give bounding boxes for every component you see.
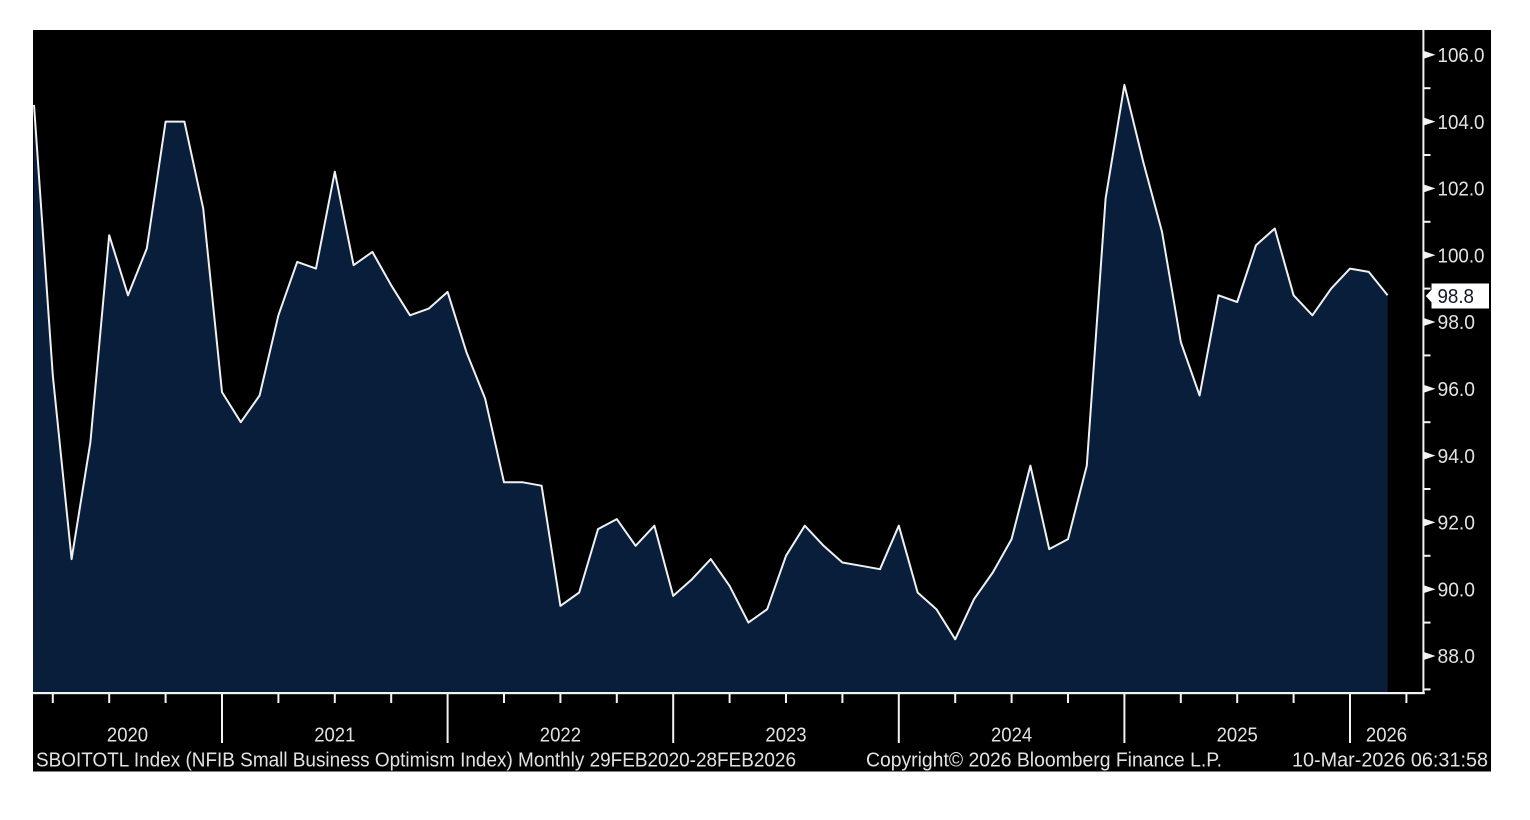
svg-text:90.0: 90.0 bbox=[1438, 579, 1476, 601]
svg-text:2024: 2024 bbox=[991, 725, 1032, 747]
svg-text:2026: 2026 bbox=[1366, 725, 1407, 747]
svg-text:2023: 2023 bbox=[765, 725, 806, 747]
svg-text:10-Mar-2026 06:31:58: 10-Mar-2026 06:31:58 bbox=[1292, 750, 1488, 772]
svg-text:Copyright© 2026 Bloomberg Fina: Copyright© 2026 Bloomberg Finance L.P. bbox=[866, 750, 1222, 772]
svg-text:2021: 2021 bbox=[314, 725, 355, 747]
svg-text:98.0: 98.0 bbox=[1438, 312, 1476, 334]
svg-text:102.0: 102.0 bbox=[1438, 179, 1485, 201]
svg-text:96.0: 96.0 bbox=[1438, 379, 1476, 401]
svg-text:94.0: 94.0 bbox=[1438, 446, 1476, 468]
svg-text:106.0: 106.0 bbox=[1438, 45, 1485, 67]
svg-text:98.8: 98.8 bbox=[1438, 286, 1475, 308]
svg-text:104.0: 104.0 bbox=[1438, 112, 1485, 134]
svg-text:92.0: 92.0 bbox=[1438, 513, 1476, 535]
svg-text:100.0: 100.0 bbox=[1438, 245, 1485, 267]
svg-text:88.0: 88.0 bbox=[1438, 646, 1476, 668]
svg-text:2020: 2020 bbox=[107, 725, 148, 747]
svg-text:2022: 2022 bbox=[540, 725, 581, 747]
svg-text:SBOITOTL Index (NFIB Small Bus: SBOITOTL Index (NFIB Small Business Opti… bbox=[36, 750, 796, 772]
svg-text:2025: 2025 bbox=[1217, 725, 1258, 747]
